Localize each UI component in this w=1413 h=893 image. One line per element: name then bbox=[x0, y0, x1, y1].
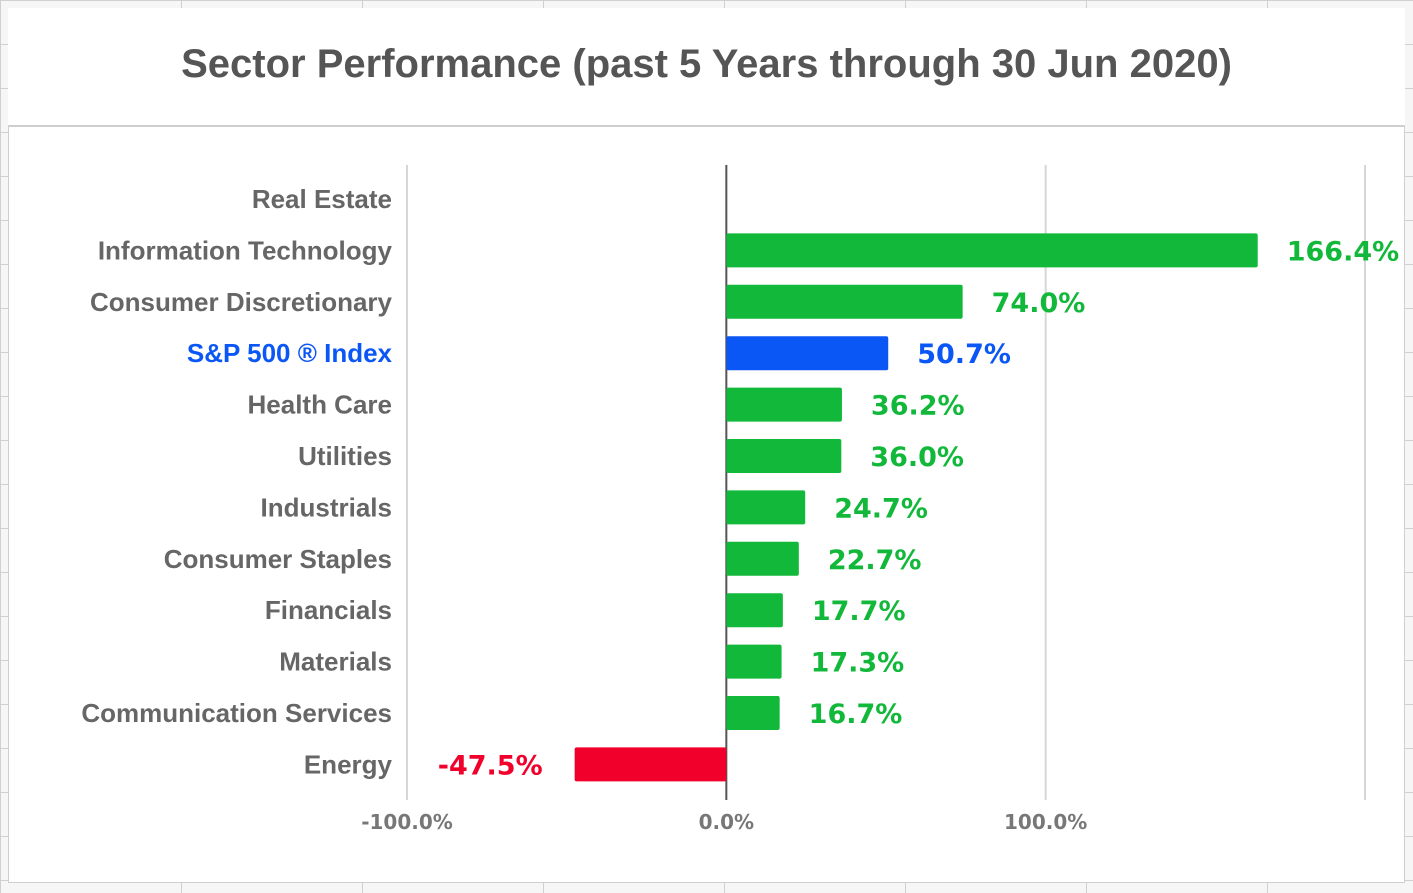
data-label: 36.2% bbox=[871, 391, 965, 422]
category-label: Industrials bbox=[261, 492, 392, 522]
data-label: 22.7% bbox=[828, 545, 922, 576]
category-label: Utilities bbox=[298, 441, 392, 471]
category-label: Financials bbox=[265, 595, 392, 625]
bar bbox=[726, 387, 842, 422]
bar bbox=[726, 541, 799, 576]
bar bbox=[726, 284, 963, 319]
x-tick-label: -100.0% bbox=[361, 810, 453, 834]
category-label: Real Estate bbox=[252, 184, 392, 214]
bar bbox=[726, 439, 842, 473]
chart-title-box: Sector Performance (past 5 Years through… bbox=[8, 8, 1405, 127]
bar bbox=[726, 233, 1258, 268]
data-label: 17.7% bbox=[812, 596, 906, 627]
chart-area[interactable]: -100.0% 0.0% 100.0% Real Estate Information … bbox=[8, 127, 1405, 883]
data-label: 16.7% bbox=[809, 699, 903, 730]
category-label: Communication Services bbox=[81, 698, 392, 728]
bar bbox=[726, 696, 780, 730]
data-label: 36.0% bbox=[870, 442, 964, 473]
x-tick-label: 0.0% bbox=[699, 810, 754, 834]
x-tick-label: 100.0% bbox=[1004, 810, 1087, 834]
data-label: 166.4% bbox=[1287, 236, 1399, 267]
chart-title: Sector Performance (past 5 Years through… bbox=[181, 42, 1232, 86]
category-label: Materials bbox=[279, 647, 392, 677]
bar bbox=[574, 747, 727, 782]
category-label: Consumer Discretionary bbox=[90, 287, 393, 317]
category-label: Energy bbox=[304, 749, 393, 779]
data-label: 24.7% bbox=[834, 493, 928, 524]
bar bbox=[726, 644, 782, 679]
data-label: 17.3% bbox=[811, 648, 905, 679]
bar-chart: -100.0% 0.0% 100.0% Real Estate Information … bbox=[81, 165, 1399, 834]
data-label: 74.0% bbox=[992, 288, 1086, 319]
bar bbox=[726, 336, 889, 371]
category-label: S&P 500 ® Index bbox=[187, 338, 393, 368]
bar bbox=[726, 490, 806, 525]
category-label: Health Care bbox=[248, 390, 393, 420]
category-label: Consumer Staples bbox=[164, 544, 392, 574]
category-label: Information Technology bbox=[98, 235, 393, 265]
bar bbox=[726, 593, 783, 628]
data-label: -47.5% bbox=[438, 750, 543, 781]
data-label: 50.7% bbox=[917, 339, 1011, 370]
